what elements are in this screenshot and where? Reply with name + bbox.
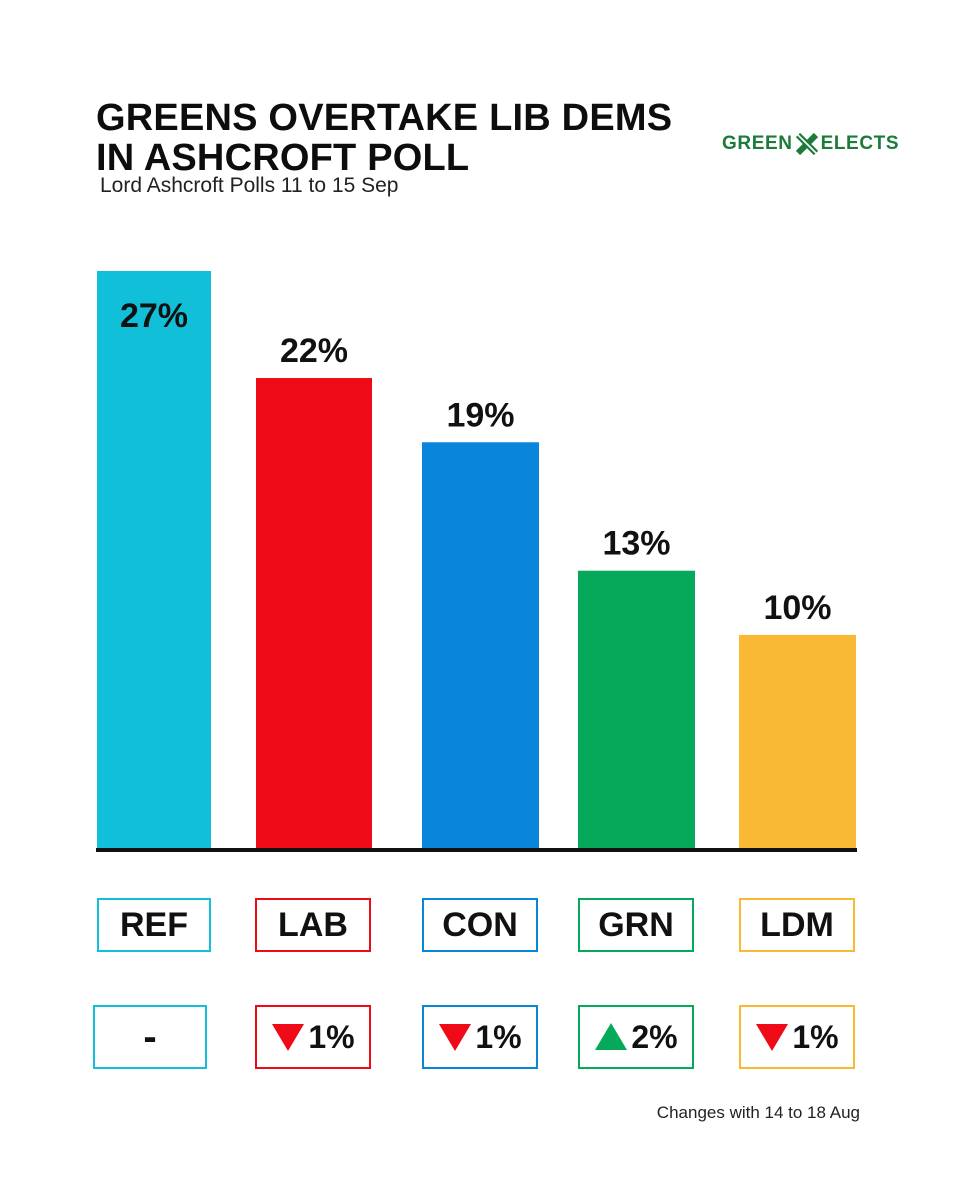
change-value-con: 1%	[475, 1018, 522, 1055]
triangle-down-icon	[756, 1024, 789, 1051]
bar-ldm	[739, 634, 856, 849]
party-box-lab: LAB	[255, 898, 371, 952]
change-value-ref: -	[143, 1014, 157, 1059]
party-code-lab: LAB	[278, 905, 348, 944]
x-mark-icon	[795, 133, 818, 155]
change-box-grn: 2%	[578, 1005, 694, 1069]
title-line-1: GREENS OVERTAKE LIB DEMS	[96, 97, 673, 139]
party-code-grn: GRN	[598, 905, 674, 944]
change-box-con: 1%	[422, 1005, 538, 1069]
change-value-ldm: 1%	[792, 1018, 839, 1055]
party-box-con: CON	[422, 898, 538, 952]
bar-lab	[256, 378, 372, 849]
value-label-lab: 22%	[280, 332, 348, 370]
chart-title: GREENS OVERTAKE LIB DEMS IN ASHCROFT POL…	[96, 98, 672, 178]
value-label-grn: 13%	[602, 525, 670, 563]
green-elects-logo: GREEN ELECTS	[722, 133, 899, 155]
change-box-lab: 1%	[255, 1005, 371, 1069]
bar-chart: 27% 22% 19% 13% 10%	[96, 271, 857, 852]
value-label-con: 19%	[446, 396, 514, 434]
party-box-grn: GRN	[578, 898, 694, 952]
value-label-ldm: 10%	[763, 589, 831, 627]
bar-con	[422, 442, 539, 849]
change-box-ldm: 1%	[739, 1005, 855, 1069]
change-box-ref: -	[93, 1005, 207, 1069]
title-line-2: IN ASHCROFT POLL	[96, 137, 470, 179]
triangle-down-icon	[272, 1024, 305, 1051]
change-value-lab: 1%	[308, 1018, 355, 1055]
party-code-con: CON	[442, 905, 518, 944]
party-box-ref: REF	[97, 898, 211, 952]
chart-subtitle: Lord Ashcroft Polls 11 to 15 Sep	[100, 174, 399, 197]
logo-text-elects: ELECTS	[820, 133, 900, 154]
party-code-ref: REF	[120, 905, 188, 944]
footnote: Changes with 14 to 18 Aug	[656, 1103, 860, 1122]
party-code-ldm: LDM	[760, 905, 834, 944]
bar-grn	[578, 570, 695, 849]
triangle-up-icon	[595, 1023, 628, 1050]
bar-ref	[97, 271, 211, 849]
party-box-ldm: LDM	[739, 898, 855, 952]
value-label-ref: 27%	[120, 297, 188, 335]
logo-text-green: GREEN	[722, 133, 793, 154]
change-value-grn: 2%	[631, 1018, 678, 1055]
triangle-down-icon	[439, 1024, 472, 1051]
